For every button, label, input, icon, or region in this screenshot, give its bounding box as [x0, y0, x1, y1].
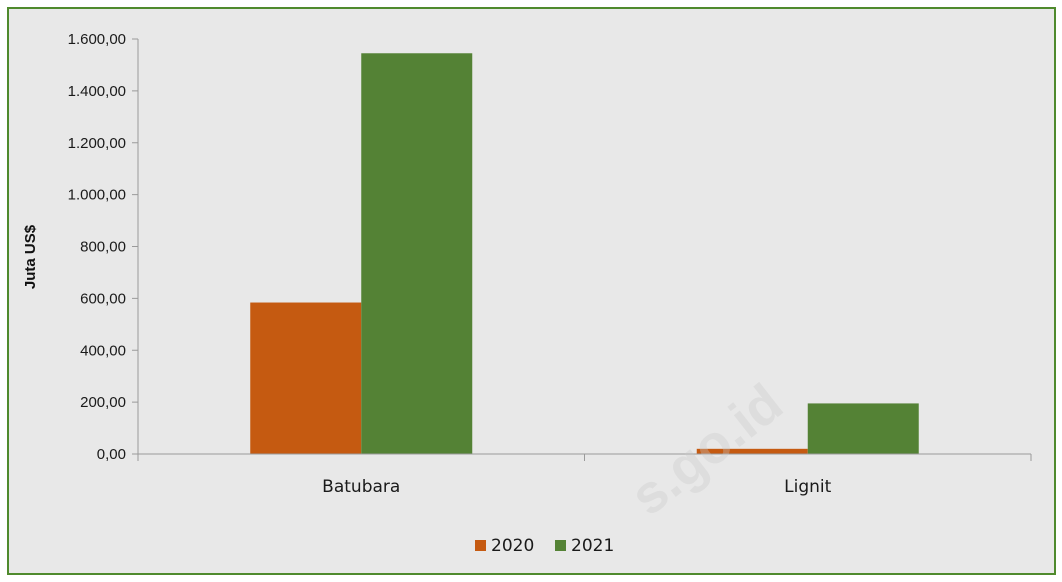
- x-axis: Batubara Lignit: [137, 453, 1032, 497]
- y-tick-label: 800,00: [80, 239, 126, 256]
- bar-batubara-2021: [361, 53, 473, 454]
- y-tick-label: 1.000,00: [68, 187, 126, 204]
- bars: [250, 53, 919, 454]
- y-tick-label: 1.600,00: [68, 31, 126, 48]
- bar-chart: 0,00 200,00 400,00 600,00 800,00 1.000,00 1.20…: [22, 31, 1032, 556]
- bar-lignit-2020: [696, 448, 808, 454]
- y-tick-label: 0,00: [97, 446, 126, 463]
- y-axis-label: Juta US$: [22, 224, 39, 289]
- legend-swatch-2020: [475, 540, 486, 551]
- legend-label-2021: 2021: [571, 536, 614, 556]
- x-category-label: Lignit: [784, 477, 831, 497]
- legend-swatch-2021: [555, 540, 566, 551]
- y-tick-label: 1.200,00: [68, 135, 126, 152]
- x-category-label: Batubara: [322, 477, 400, 497]
- legend-label-2020: 2020: [491, 536, 534, 556]
- y-tick-label: 1.400,00: [68, 83, 126, 100]
- y-tick-label: 200,00: [80, 394, 126, 411]
- y-axis: 0,00 200,00 400,00 600,00 800,00 1.000,00 1.20…: [68, 31, 139, 463]
- chart-frame: 0,00 200,00 400,00 600,00 800,00 1.000,00 1.20…: [7, 7, 1056, 575]
- legend: 2020 2021: [475, 536, 614, 556]
- bar-batubara-2020: [250, 302, 362, 454]
- y-tick-label: 400,00: [80, 342, 126, 359]
- bar-lignit-2021: [807, 403, 919, 454]
- y-tick-label: 600,00: [80, 290, 126, 307]
